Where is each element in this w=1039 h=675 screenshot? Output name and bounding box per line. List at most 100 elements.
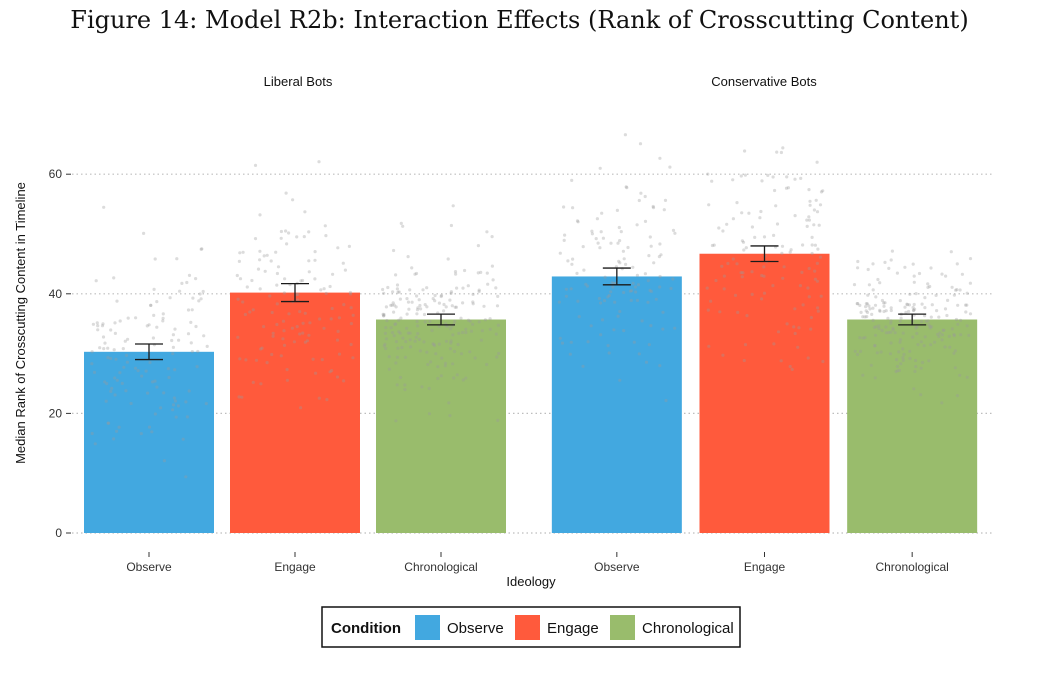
jitter-point bbox=[439, 374, 443, 378]
jitter-point bbox=[709, 299, 713, 303]
jitter-point bbox=[296, 292, 300, 296]
jitter-point bbox=[571, 206, 575, 210]
jitter-point bbox=[275, 271, 279, 276]
jitter-point bbox=[914, 365, 918, 369]
jitter-point bbox=[917, 271, 922, 276]
jitter-point bbox=[859, 349, 863, 353]
jitter-point bbox=[606, 344, 610, 348]
jitter-point bbox=[434, 352, 438, 356]
jitter-point bbox=[391, 290, 395, 294]
jitter-point bbox=[397, 330, 401, 334]
jitter-point bbox=[112, 348, 116, 352]
jitter-point bbox=[927, 323, 931, 327]
jitter-point bbox=[624, 262, 628, 266]
jitter-point bbox=[319, 288, 323, 292]
jitter-point bbox=[781, 146, 785, 150]
jitter-point bbox=[197, 299, 201, 303]
y-axis-ticks: 0 20 40 60 bbox=[49, 167, 71, 540]
jitter-point bbox=[144, 369, 148, 373]
jitter-point bbox=[760, 273, 764, 278]
jitter-point bbox=[453, 305, 457, 309]
jitter-point bbox=[816, 306, 820, 310]
jitter-point bbox=[880, 328, 884, 333]
error-bar bbox=[898, 313, 927, 326]
jitter-point bbox=[882, 301, 886, 305]
jitter-point bbox=[813, 269, 817, 273]
jitter-point bbox=[417, 298, 421, 302]
legend: Condition Observe Engage Chronological bbox=[321, 606, 741, 648]
jitter-point bbox=[856, 302, 860, 306]
x-tick-label: Engage bbox=[744, 560, 786, 574]
jitter-point bbox=[873, 343, 877, 348]
jitter-point bbox=[965, 291, 969, 295]
jitter-point bbox=[198, 292, 202, 296]
jitter-point bbox=[298, 310, 302, 314]
jitter-point bbox=[868, 307, 872, 311]
jitter-point bbox=[425, 286, 429, 290]
jitter-point bbox=[815, 279, 820, 283]
jitter-point bbox=[883, 260, 887, 264]
jitter-point bbox=[806, 286, 810, 290]
jitter-point bbox=[929, 343, 933, 347]
jitter-point bbox=[152, 287, 156, 291]
jitter-point bbox=[725, 222, 729, 226]
jitter-point bbox=[624, 185, 628, 189]
jitter-point bbox=[649, 289, 654, 294]
jitter-point bbox=[190, 350, 194, 354]
jitter-point bbox=[793, 331, 797, 336]
legend-items: Observe Engage Chronological bbox=[415, 615, 734, 640]
jitter-point bbox=[180, 281, 184, 285]
jitter-point bbox=[805, 224, 809, 228]
jitter-point bbox=[153, 257, 157, 261]
jitter-point bbox=[775, 150, 779, 154]
jitter-point bbox=[911, 335, 915, 339]
jitter-point bbox=[884, 309, 888, 313]
jitter-point bbox=[105, 382, 109, 386]
jitter-point bbox=[780, 251, 784, 255]
jitter-point bbox=[603, 275, 607, 279]
jitter-point bbox=[946, 298, 950, 302]
jitter-point bbox=[864, 305, 868, 309]
jitter-point bbox=[714, 278, 718, 283]
jitter-point bbox=[774, 204, 778, 208]
jitter-point bbox=[930, 303, 934, 307]
jitter-point bbox=[563, 233, 567, 237]
jitter-point bbox=[877, 326, 881, 330]
jitter-point bbox=[626, 245, 630, 250]
jitter-point bbox=[330, 369, 334, 373]
jitter-point bbox=[471, 300, 475, 304]
jitter-point bbox=[673, 231, 677, 235]
jitter-point bbox=[382, 312, 386, 317]
x-tick-label: Engage bbox=[274, 560, 316, 574]
jitter-point bbox=[451, 362, 455, 366]
jitter-point bbox=[149, 303, 153, 307]
jitter-point bbox=[740, 211, 744, 215]
jitter-point bbox=[204, 402, 208, 406]
jitter-point bbox=[337, 316, 341, 320]
jitter-point bbox=[819, 190, 824, 194]
jitter-point bbox=[953, 349, 958, 353]
jitter-point bbox=[448, 298, 452, 302]
jitter-point bbox=[814, 198, 818, 202]
error-bar bbox=[427, 313, 455, 326]
jitter-point bbox=[800, 270, 804, 274]
jitter-point bbox=[801, 243, 805, 247]
jitter-point bbox=[296, 298, 300, 302]
jitter-point bbox=[888, 352, 893, 356]
jitter-point bbox=[635, 223, 639, 227]
jitter-point bbox=[449, 223, 453, 228]
jitter-point bbox=[106, 346, 110, 350]
jitter-point bbox=[395, 383, 399, 387]
jitter-point bbox=[477, 320, 481, 324]
jitter-point bbox=[413, 339, 417, 343]
jitter-point bbox=[448, 347, 453, 351]
jitter-point bbox=[349, 322, 353, 326]
jitter-point bbox=[710, 179, 714, 183]
jitter-point bbox=[307, 230, 311, 234]
jitter-point bbox=[335, 375, 340, 379]
jitter-point bbox=[391, 301, 395, 305]
jitter-point bbox=[859, 310, 863, 314]
jitter-point bbox=[816, 309, 820, 313]
jitter-point bbox=[901, 358, 905, 362]
